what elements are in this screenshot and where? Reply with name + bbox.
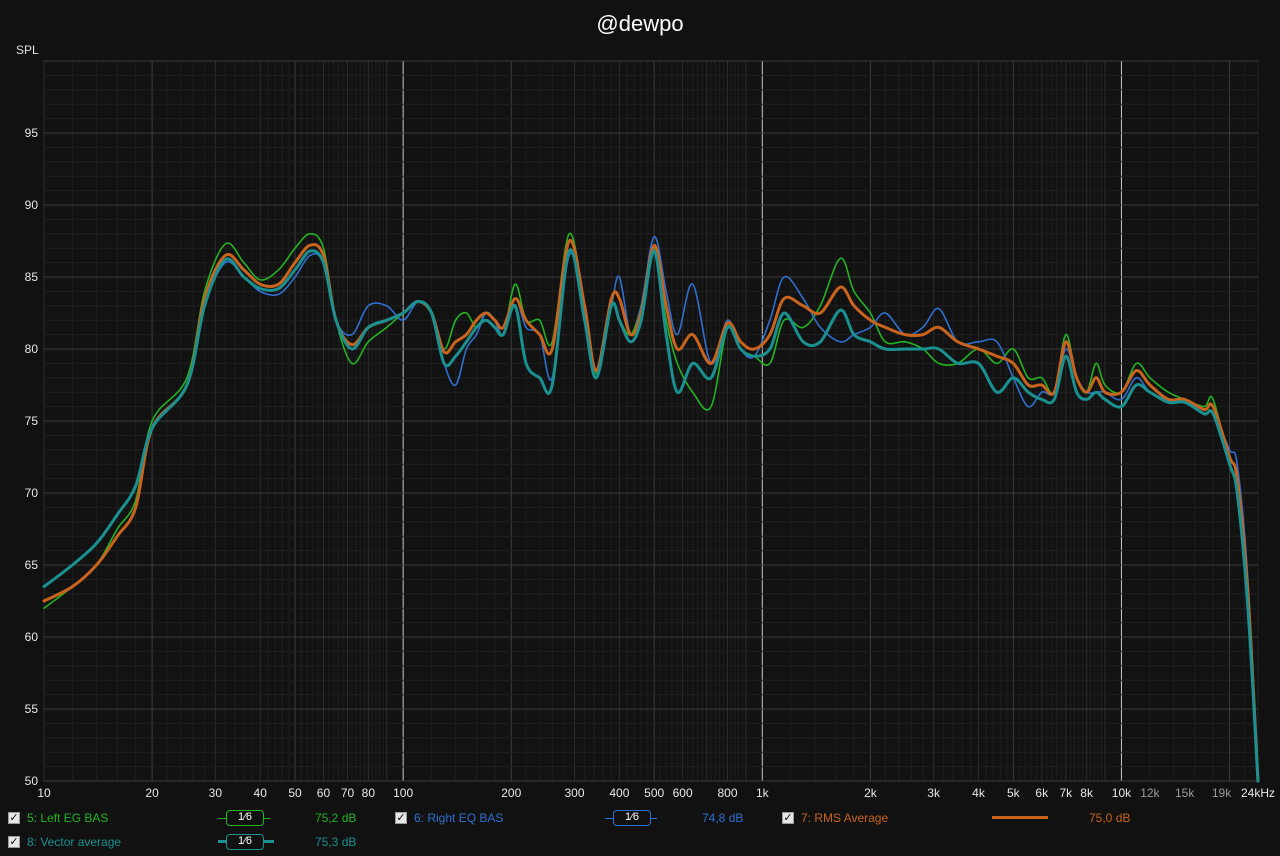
- x-tick-label: 600: [673, 786, 693, 800]
- legend-value-left: 75,2 dB: [315, 811, 357, 825]
- y-tick-label: 65: [25, 558, 39, 572]
- legend-label-vector: 8: Vector average: [27, 835, 122, 849]
- legend-checkbox-rms[interactable]: ✓: [782, 811, 794, 824]
- x-tick-label-minor: 15k: [1175, 786, 1195, 800]
- grid: [43, 60, 1259, 782]
- x-tick-label: 300: [564, 786, 584, 800]
- legend-label-left: 5: Left EG BAS: [27, 811, 109, 825]
- x-tick-label: 30: [209, 786, 223, 800]
- y-tick-label: 90: [25, 198, 39, 212]
- y-axis-label: SPL: [16, 43, 39, 57]
- x-tick-label: 800: [717, 786, 737, 800]
- x-tick-label: 24kHz: [1241, 786, 1275, 800]
- x-tick-label: 200: [501, 786, 521, 800]
- chart-title: @dewpo: [596, 11, 683, 36]
- x-tick-label: 7k: [1059, 786, 1073, 800]
- x-tick-label: 80: [362, 786, 376, 800]
- x-tick-label: 70: [341, 786, 355, 800]
- legend-row-1: ✓ 5: Left EG BAS 1⁄6 75,2 dB ✓ 6: Right …: [0, 809, 1280, 831]
- x-tick-label-minor: 12k: [1140, 786, 1160, 800]
- x-tick-label: 20: [145, 786, 159, 800]
- legend-value-vector: 75,3 dB: [315, 835, 357, 849]
- series-rms-average: [42, 238, 1260, 783]
- x-tick-label: 8k: [1080, 786, 1094, 800]
- legend-label-right: 6: Right EQ BAS: [414, 811, 504, 825]
- x-tick-label: 2k: [864, 786, 878, 800]
- x-tick-label: 500: [644, 786, 664, 800]
- legend-checkbox-vector[interactable]: ✓: [8, 835, 20, 848]
- legend-value-right: 74,8 dB: [702, 811, 744, 825]
- x-tick-labels: 10 20 30 40 50 60 70 80 100 200 300 400 500 600 800 1k 2…: [37, 786, 1275, 800]
- legend-swatch-rms: [992, 816, 1048, 819]
- x-tick-label: 60: [317, 786, 331, 800]
- smoothing-button-vector[interactable]: 1⁄6: [226, 834, 264, 850]
- y-tick-labels: 50 55 60 65 70 75 80 85 90 95: [25, 126, 39, 788]
- x-tick-label-minor: 19k: [1212, 786, 1232, 800]
- y-tick-label: 95: [25, 126, 39, 140]
- smoothing-button-right[interactable]: 1⁄6: [613, 810, 651, 826]
- y-tick-label: 60: [25, 630, 39, 644]
- y-tick-label: 80: [25, 342, 39, 356]
- x-tick-label: 1k: [756, 786, 770, 800]
- x-tick-label: 40: [254, 786, 268, 800]
- y-tick-label: 55: [25, 702, 39, 716]
- series: [42, 232, 1260, 783]
- legend-checkbox-right[interactable]: ✓: [395, 811, 407, 824]
- x-tick-label: 3k: [927, 786, 941, 800]
- x-tick-label: 100: [393, 786, 413, 800]
- y-tick-label: 75: [25, 414, 39, 428]
- x-tick-label: 400: [609, 786, 629, 800]
- x-tick-label: 50: [288, 786, 302, 800]
- y-tick-label: 85: [25, 270, 39, 284]
- x-tick-label: 5k: [1007, 786, 1021, 800]
- legend-value-rms: 75,0 dB: [1089, 811, 1131, 825]
- legend-label-rms: 7: RMS Average: [801, 811, 889, 825]
- x-tick-label: 10k: [1112, 786, 1132, 800]
- y-tick-label: 50: [25, 774, 39, 788]
- legend-row-2: ✓ 8: Vector average 1⁄6 75,3 dB: [0, 833, 1280, 855]
- x-tick-label: 6k: [1035, 786, 1049, 800]
- series-vector-average: [42, 248, 1260, 783]
- smoothing-button-left[interactable]: 1⁄6: [226, 810, 264, 826]
- legend-checkbox-left[interactable]: ✓: [8, 811, 20, 824]
- x-tick-label: 4k: [972, 786, 986, 800]
- y-tick-label: 70: [25, 486, 39, 500]
- x-tick-label: 10: [37, 786, 51, 800]
